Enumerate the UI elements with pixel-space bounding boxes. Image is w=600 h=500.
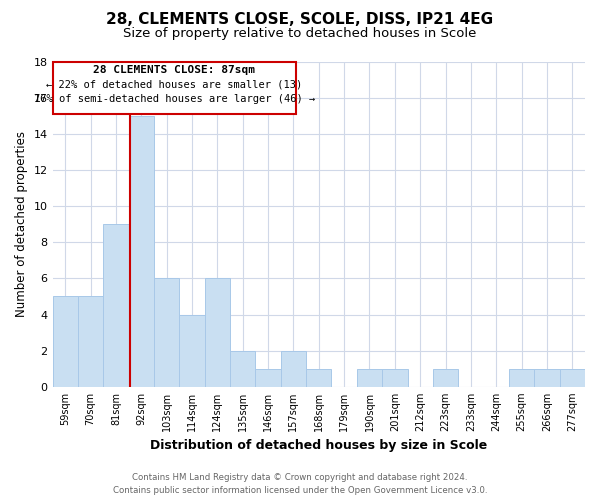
Text: ← 22% of detached houses are smaller (13): ← 22% of detached houses are smaller (13…	[46, 79, 302, 89]
Text: Size of property relative to detached houses in Scole: Size of property relative to detached ho…	[124, 28, 476, 40]
X-axis label: Distribution of detached houses by size in Scole: Distribution of detached houses by size …	[150, 440, 487, 452]
Text: 28, CLEMENTS CLOSE, SCOLE, DISS, IP21 4EG: 28, CLEMENTS CLOSE, SCOLE, DISS, IP21 4E…	[106, 12, 494, 28]
Bar	[281, 350, 306, 387]
Bar	[256, 368, 281, 387]
Bar	[509, 368, 534, 387]
Bar	[53, 296, 78, 387]
Text: 28 CLEMENTS CLOSE: 87sqm: 28 CLEMENTS CLOSE: 87sqm	[94, 64, 256, 74]
Bar	[205, 278, 230, 387]
Bar	[382, 368, 407, 387]
Bar	[103, 224, 128, 387]
Bar	[534, 368, 560, 387]
Bar	[357, 368, 382, 387]
Bar	[179, 314, 205, 387]
Bar	[560, 368, 585, 387]
Bar	[53, 62, 296, 114]
Text: 77% of semi-detached houses are larger (46) →: 77% of semi-detached houses are larger (…	[34, 94, 315, 104]
Bar	[154, 278, 179, 387]
Bar	[128, 116, 154, 387]
Bar	[433, 368, 458, 387]
Bar	[306, 368, 331, 387]
Text: Contains HM Land Registry data © Crown copyright and database right 2024.
Contai: Contains HM Land Registry data © Crown c…	[113, 474, 487, 495]
Bar	[230, 350, 256, 387]
Y-axis label: Number of detached properties: Number of detached properties	[15, 131, 28, 317]
Bar	[78, 296, 103, 387]
